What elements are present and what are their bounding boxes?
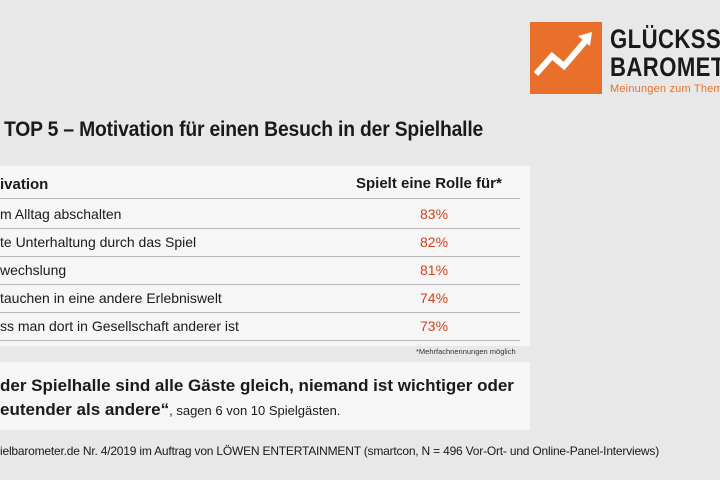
logo-wordmark-line1: GLÜCKSSP	[610, 24, 720, 54]
row-value: 81%	[420, 262, 449, 278]
row-label: te Unterhaltung durch das Spiel	[0, 234, 197, 250]
quote-line-1: der Spielhalle sind alle Gäste gleich, n…	[0, 376, 514, 395]
table-row: ss man dort in Gesellschaft anderer ist …	[0, 312, 520, 341]
quote-attribution: , sagen 6 von 10 Spielgästen.	[169, 403, 341, 418]
table-header-row: ivation Spielt eine Rolle für*	[0, 170, 520, 199]
row-label: m Alltag abschalten	[0, 206, 122, 222]
table-row: m Alltag abschalten 83%	[0, 200, 520, 229]
row-value: 82%	[420, 234, 449, 250]
row-value: 73%	[420, 318, 449, 334]
column-header-share: Spielt eine Rolle für*	[356, 175, 502, 192]
motivation-table: ivation Spielt eine Rolle für* m Alltag …	[0, 166, 530, 346]
row-label: ss man dort in Gesellschaft anderer ist	[0, 318, 239, 334]
column-header-motivation: ivation	[0, 176, 49, 193]
table-row: tauchen in eine andere Erlebniswelt 74%	[0, 284, 520, 313]
table-row: wechslung 81%	[0, 256, 520, 285]
quote-line-2: eutender als andere“, sagen 6 von 10 Spi…	[0, 400, 340, 420]
logo-tagline: Meinungen zum Thema G	[610, 83, 720, 95]
source-note: ielbarometer.de Nr. 4/2019 im Auftrag vo…	[0, 444, 659, 458]
row-label: tauchen in eine andere Erlebniswelt	[0, 290, 222, 306]
logo-chart-icon	[530, 22, 602, 94]
row-label: wechslung	[0, 262, 67, 278]
quote-emphasis: eutender als andere“	[0, 400, 170, 419]
logo-wordmark-line2: BAROMET	[610, 52, 720, 82]
row-value: 83%	[420, 206, 449, 222]
quote-box: der Spielhalle sind alle Gäste gleich, n…	[0, 362, 530, 430]
table-row: te Unterhaltung durch das Spiel 82%	[0, 228, 520, 257]
row-value: 74%	[420, 290, 449, 306]
page-title: TOP 5 – Motivation für einen Besuch in d…	[4, 118, 484, 141]
table-footnote: *Mehrfachnennungen möglich	[416, 347, 516, 356]
